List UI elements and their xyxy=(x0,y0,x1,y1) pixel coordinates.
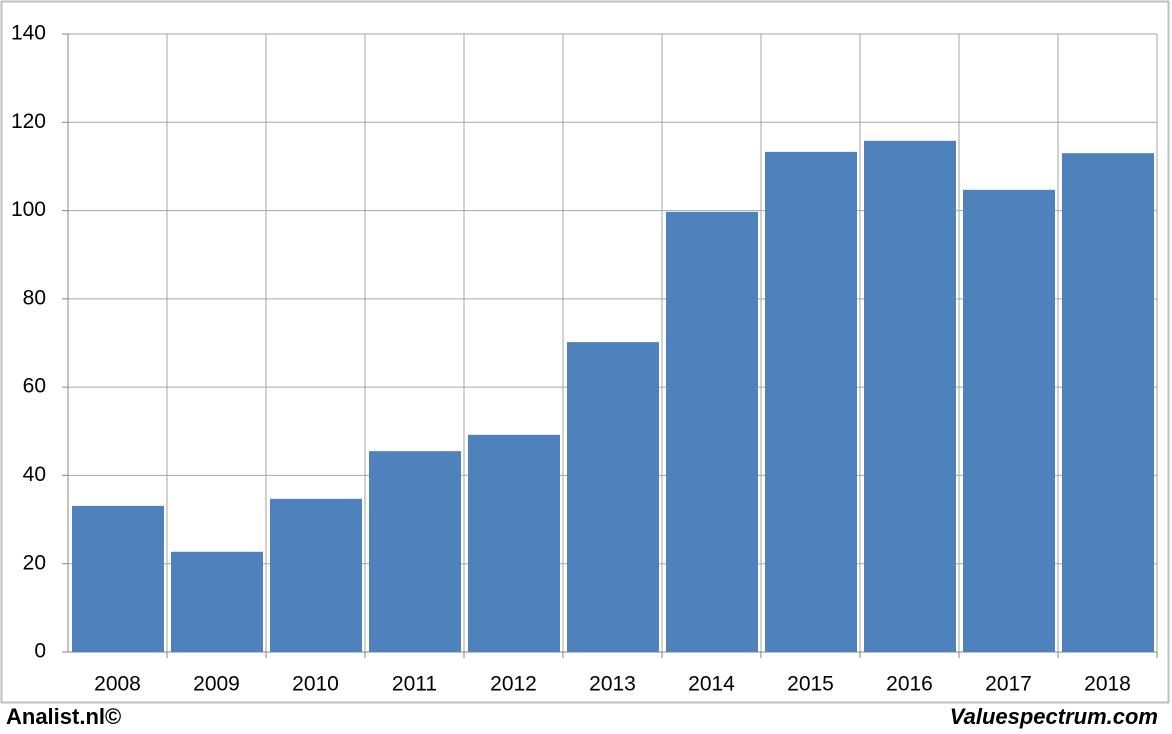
x-tick-label: 2008 xyxy=(94,673,141,696)
x-tick-label: 2012 xyxy=(490,673,537,696)
bar xyxy=(567,342,659,652)
footer-left: Analist.nl© xyxy=(6,704,121,729)
y-tick-label: 60 xyxy=(23,375,46,398)
y-tick-label: 0 xyxy=(34,640,46,663)
chart-frame xyxy=(0,0,1170,704)
x-tick-label: 2016 xyxy=(886,673,933,696)
bar xyxy=(369,451,461,652)
footer-right: Valuespectrum.com xyxy=(950,704,1158,729)
bar xyxy=(468,434,560,652)
bar xyxy=(666,211,758,652)
x-tick-label: 2011 xyxy=(392,673,437,696)
y-tick-label: 100 xyxy=(11,198,46,221)
y-tick-label: 140 xyxy=(11,22,46,45)
x-tick-label: 2017 xyxy=(985,673,1032,696)
y-tick-label: 20 xyxy=(23,551,46,574)
x-tick-label: 2013 xyxy=(589,673,636,696)
bar xyxy=(171,551,263,652)
bar xyxy=(72,505,164,652)
bar xyxy=(1062,153,1154,652)
x-tick-label: 2015 xyxy=(787,673,834,696)
x-tick-label: 2010 xyxy=(292,673,339,696)
x-tick-label: 2018 xyxy=(1084,673,1131,696)
x-tick-label: 2009 xyxy=(193,673,240,696)
x-tick-label: 2014 xyxy=(688,673,735,696)
y-tick-label: 120 xyxy=(11,110,46,133)
y-tick-label: 40 xyxy=(23,463,46,486)
bar xyxy=(864,140,956,652)
bar xyxy=(963,189,1055,652)
bar xyxy=(765,151,857,652)
bar xyxy=(270,498,362,652)
y-tick-label: 80 xyxy=(23,286,46,309)
